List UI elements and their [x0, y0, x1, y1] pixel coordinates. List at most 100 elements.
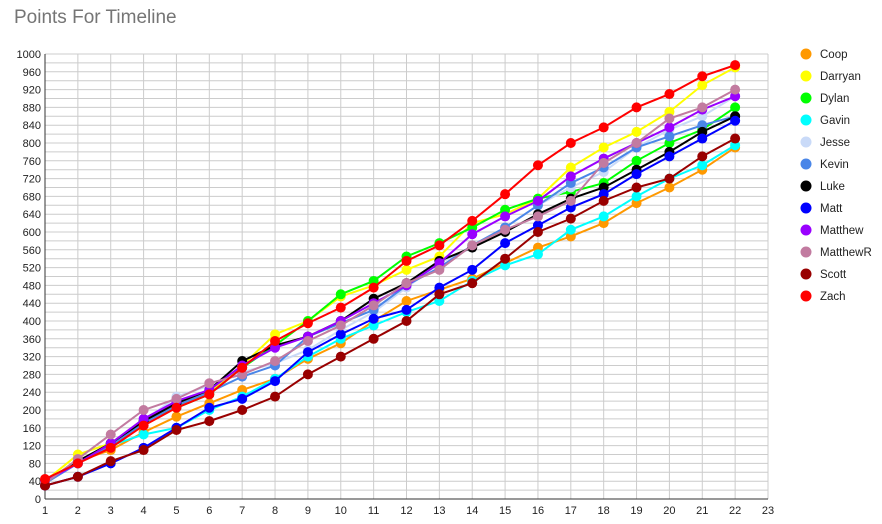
- y-tick-label: 600: [23, 227, 41, 239]
- series-line: [44, 115, 736, 485]
- legend-label: Matthew: [820, 225, 864, 237]
- data-point: [335, 351, 346, 362]
- x-tick-label: 21: [696, 505, 708, 517]
- data-point: [565, 195, 576, 206]
- data-point: [467, 240, 478, 251]
- x-tick-label: 19: [630, 505, 642, 517]
- data-point: [302, 369, 313, 380]
- data-point: [598, 211, 609, 222]
- y-tick-label: 960: [23, 67, 41, 79]
- data-point: [302, 336, 313, 347]
- data-point: [401, 264, 412, 275]
- y-tick-label: 920: [23, 85, 41, 97]
- data-point: [302, 347, 313, 358]
- data-point: [598, 158, 609, 169]
- legend-marker: [800, 136, 812, 148]
- data-point: [631, 182, 642, 193]
- y-tick-label: 720: [23, 174, 41, 186]
- series-line: [44, 88, 736, 485]
- series-line: [44, 146, 736, 485]
- y-tick-label: 520: [23, 263, 41, 275]
- data-point: [565, 171, 576, 182]
- x-tick-label: 14: [466, 505, 478, 517]
- y-tick-label: 480: [23, 280, 41, 292]
- data-point: [204, 378, 215, 389]
- data-point: [565, 224, 576, 235]
- data-point: [532, 211, 543, 222]
- legend-label: Matt: [820, 203, 843, 215]
- x-tick-label: 9: [305, 505, 311, 517]
- legend-label: Coop: [820, 49, 848, 61]
- legend-label: Kevin: [820, 159, 849, 171]
- legend-marker: [800, 48, 812, 60]
- legend: Coop Darryan Dylan Gavin Jesse Kevin Luke Matt M…: [800, 48, 872, 303]
- data-point: [72, 458, 83, 469]
- legend-marker: [800, 202, 812, 214]
- data-point: [434, 240, 445, 251]
- series-line: [44, 144, 736, 483]
- data-point: [730, 115, 741, 126]
- data-point: [335, 289, 346, 300]
- data-point: [237, 362, 248, 373]
- data-point: [467, 264, 478, 275]
- chart-title: Points For Timeline: [14, 7, 177, 28]
- data-point: [565, 162, 576, 173]
- data-point: [335, 329, 346, 340]
- data-point: [500, 224, 511, 235]
- data-point: [138, 405, 149, 415]
- x-tick-label: 22: [729, 505, 741, 517]
- series-zach: [40, 60, 741, 484]
- legend-marker: [800, 268, 812, 280]
- x-tick-label: 5: [173, 505, 179, 517]
- data-point: [138, 445, 149, 456]
- data-point: [664, 151, 675, 162]
- series-line: [44, 119, 736, 487]
- data-point: [730, 84, 741, 95]
- x-tick-label: 4: [141, 505, 147, 517]
- data-point: [368, 333, 379, 344]
- series-line: [44, 137, 736, 487]
- data-point: [631, 126, 642, 137]
- legend-marker: [800, 158, 812, 170]
- data-point: [401, 304, 412, 315]
- data-point: [204, 389, 215, 400]
- x-tick-label: 18: [598, 505, 610, 517]
- data-point: [368, 300, 379, 311]
- data-point: [401, 255, 412, 266]
- data-point: [401, 278, 412, 289]
- legend-marker: [800, 290, 812, 302]
- x-tick-label: 16: [532, 505, 544, 517]
- y-tick-label: 440: [23, 298, 41, 310]
- data-point: [631, 169, 642, 180]
- data-point: [664, 122, 675, 133]
- data-point: [664, 131, 675, 142]
- data-point: [138, 420, 149, 431]
- data-point: [171, 411, 182, 422]
- x-tick-label: 11: [368, 505, 379, 517]
- data-point: [532, 195, 543, 206]
- data-point: [434, 264, 445, 275]
- data-point: [664, 173, 675, 184]
- data-point: [270, 336, 281, 347]
- data-point: [401, 316, 412, 326]
- legend-label: Jesse: [820, 137, 850, 149]
- legend-label: MatthewR: [820, 247, 872, 259]
- data-point: [171, 425, 182, 436]
- data-point: [105, 456, 116, 467]
- data-point: [434, 289, 445, 300]
- data-point: [730, 102, 741, 113]
- data-point: [302, 318, 313, 329]
- data-point: [631, 138, 642, 148]
- x-tick-label: 17: [565, 505, 577, 517]
- data-point: [335, 302, 346, 313]
- y-tick-label: 280: [23, 369, 41, 381]
- data-point: [532, 227, 543, 237]
- y-tick-label: 560: [23, 245, 41, 257]
- y-tick-label: 680: [23, 191, 41, 203]
- x-tick-label: 20: [663, 505, 675, 517]
- data-point: [631, 191, 642, 202]
- series-matthewr: [40, 84, 741, 489]
- legend-label: Gavin: [820, 115, 850, 127]
- y-tick-label: 880: [23, 102, 41, 114]
- legend-label: Dylan: [820, 93, 849, 105]
